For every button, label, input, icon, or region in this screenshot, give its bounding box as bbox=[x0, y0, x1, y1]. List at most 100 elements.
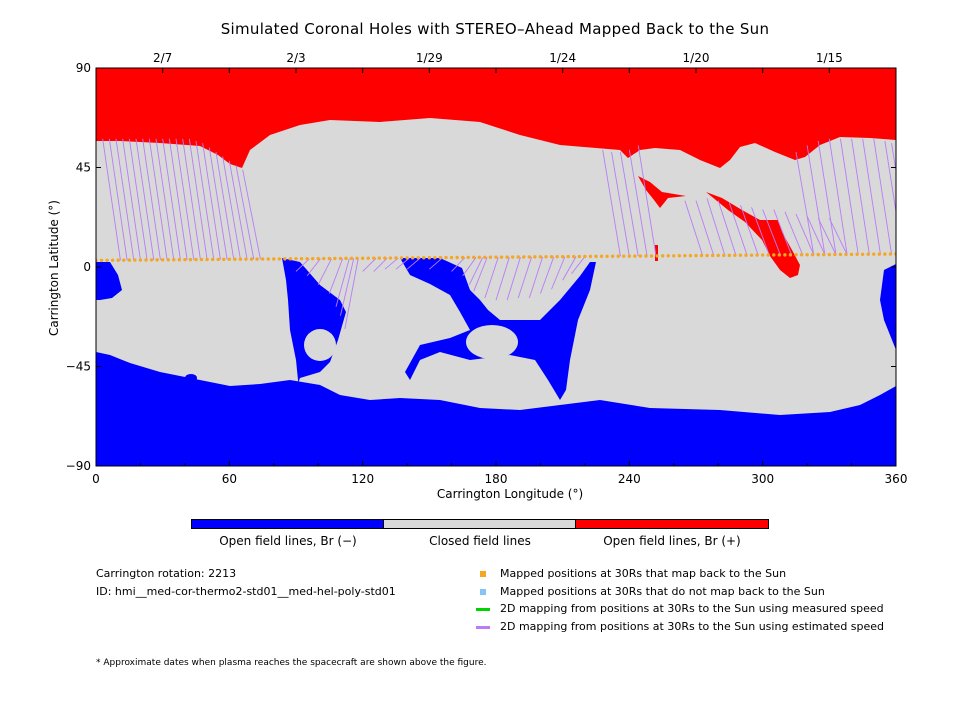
mapped-position-point bbox=[144, 258, 148, 262]
estimated-speed-mapping-lines bbox=[102, 138, 896, 329]
mapped-position-point bbox=[338, 256, 343, 261]
mapping-line bbox=[517, 256, 532, 299]
mapped-position-point bbox=[660, 254, 665, 258]
mapped-position-point bbox=[327, 256, 332, 261]
date-label: 1/29 bbox=[416, 51, 443, 65]
mapped-position-point bbox=[583, 254, 587, 259]
mapped-position-point bbox=[827, 252, 832, 257]
mapping-line bbox=[335, 258, 350, 307]
mapping-line bbox=[175, 138, 195, 260]
mapping-line bbox=[340, 258, 355, 316]
mapped-position-point bbox=[249, 257, 254, 261]
mapped-position-point bbox=[310, 256, 315, 261]
date-label: 1/15 bbox=[816, 51, 843, 65]
mapped-position-point bbox=[860, 252, 865, 256]
x-tick-label: 0 bbox=[92, 472, 100, 486]
mapping-line bbox=[468, 257, 484, 285]
mapped-position-point bbox=[149, 258, 154, 262]
mapped-position-point bbox=[477, 255, 482, 260]
mapped-position-point bbox=[122, 258, 126, 262]
y-tick-label: 0 bbox=[83, 260, 91, 274]
mapping-line bbox=[571, 256, 586, 274]
mapping-line bbox=[451, 257, 466, 272]
mapped-position-point bbox=[688, 253, 693, 258]
north-polar-coronal-hole bbox=[96, 68, 896, 168]
legend-estimated-label: 2D mapping from positions at 30Rs to the… bbox=[500, 620, 885, 633]
mapped-position-point bbox=[238, 257, 243, 261]
mapped-position-point bbox=[638, 254, 643, 258]
mapped-position-point bbox=[316, 256, 320, 261]
mapping-line bbox=[817, 140, 837, 255]
south-polar-coronal-hole bbox=[96, 352, 896, 466]
mapped-position-point bbox=[810, 252, 815, 257]
mapped-position-point bbox=[305, 256, 309, 261]
mapping-line bbox=[540, 256, 555, 294]
mapping-line bbox=[373, 257, 388, 272]
mapped-position-point bbox=[294, 257, 298, 261]
mapping-line bbox=[395, 257, 410, 270]
mapping-line bbox=[473, 257, 488, 292]
mapping-line bbox=[235, 165, 255, 260]
mapped-position-point bbox=[538, 255, 543, 259]
mapping-line bbox=[362, 257, 377, 272]
mapped-position-point bbox=[416, 256, 420, 260]
mapping-line bbox=[222, 156, 241, 260]
date-label: 1/20 bbox=[683, 51, 710, 65]
mapping-line bbox=[195, 140, 215, 260]
mapped-position-point bbox=[822, 252, 826, 257]
mapped-position-point bbox=[544, 255, 548, 259]
mapped-position-point bbox=[405, 256, 409, 260]
mapped-position-point bbox=[799, 253, 804, 257]
mapped-position-point bbox=[188, 257, 193, 262]
legend-mapped-label: Mapped positions at 30Rs that map back t… bbox=[500, 567, 787, 580]
mapped-position-point bbox=[255, 257, 259, 261]
mapped-position-point bbox=[299, 257, 304, 261]
mapped-position-point bbox=[527, 255, 532, 259]
mapped-position-point bbox=[883, 252, 887, 256]
closed-island-1 bbox=[304, 329, 336, 361]
x-tick-label: 240 bbox=[618, 472, 641, 486]
mapping-line bbox=[188, 138, 208, 260]
mapped-position-point bbox=[555, 254, 559, 259]
mapped-position-point bbox=[360, 256, 365, 260]
mapping-line bbox=[602, 149, 621, 257]
mapped-position-point bbox=[483, 255, 487, 259]
chart-title: Simulated Coronal Holes with STEREO–Ahea… bbox=[220, 20, 770, 38]
colorbar-label-positive: Open field lines, Br (+) bbox=[603, 534, 741, 548]
mapping-line bbox=[817, 218, 837, 255]
mapped-position-point bbox=[116, 258, 120, 262]
mapping-line bbox=[728, 202, 748, 256]
mapped-position-point bbox=[166, 258, 170, 262]
x-tick-label: 120 bbox=[351, 472, 374, 486]
mapping-line bbox=[228, 160, 248, 260]
small-negative-hole bbox=[185, 374, 197, 382]
colorbar-positive bbox=[575, 519, 769, 529]
mapping-line bbox=[429, 257, 443, 270]
mapping-line bbox=[784, 211, 804, 256]
colorbar-label-closed: Closed field lines bbox=[429, 534, 531, 548]
mapping-line bbox=[717, 200, 737, 256]
mapped-position-point bbox=[599, 254, 604, 259]
mapped-position-point bbox=[505, 255, 509, 259]
x-tick-label: 300 bbox=[751, 472, 774, 486]
mapped-position-point bbox=[455, 255, 459, 260]
mapped-position-point bbox=[355, 256, 359, 260]
mapped-position-point bbox=[877, 252, 882, 256]
legend-unmapped-label: Mapped positions at 30Rs that do not map… bbox=[500, 585, 825, 598]
mapping-line bbox=[344, 258, 359, 329]
mapping-line bbox=[706, 198, 726, 256]
mapping-line bbox=[862, 138, 881, 255]
mapped-position-point bbox=[816, 252, 820, 257]
mapped-position-point bbox=[377, 256, 382, 260]
y-tick-label: −90 bbox=[66, 459, 91, 473]
mapped-position-point bbox=[499, 255, 504, 259]
mapped-position-point bbox=[749, 253, 754, 257]
x-axis-label: Carrington Longitude (°) bbox=[437, 487, 583, 501]
mapped-position-point bbox=[399, 256, 404, 260]
mapped-position-point bbox=[488, 255, 493, 259]
mapped-position-point bbox=[522, 255, 526, 259]
colorbar-label-negative: Open field lines, Br (−) bbox=[219, 534, 357, 548]
mapping-line bbox=[851, 138, 870, 255]
mapped-position-point bbox=[227, 257, 232, 262]
mapping-line bbox=[115, 138, 135, 261]
